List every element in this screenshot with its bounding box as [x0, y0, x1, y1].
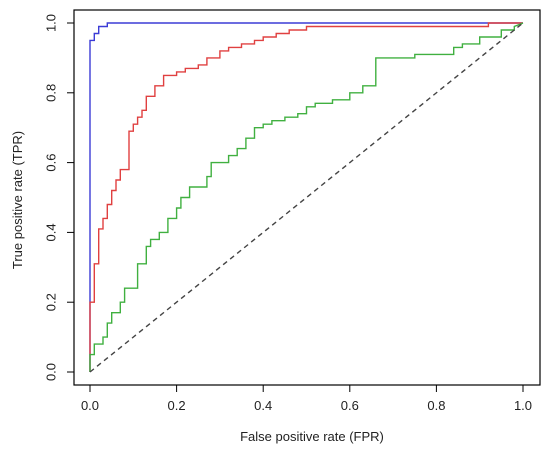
series-line-blue [89, 22, 523, 372]
series-line-red [89, 22, 523, 372]
x-tick-label: 0.0 [81, 398, 99, 413]
plot-frame [73, 9, 541, 386]
x-tick-label: 1.0 [514, 398, 532, 413]
y-tick-label: 1.0 [43, 14, 58, 32]
y-tick-label: 0.8 [43, 84, 58, 102]
y-tick-label: 0.6 [43, 154, 58, 172]
x-tick-label: 0.6 [341, 398, 359, 413]
series-layer [89, 22, 524, 373]
y-tick-label: 0.4 [43, 223, 58, 241]
chance-diagonal-line [89, 22, 524, 373]
y-tick-label: 0.2 [43, 293, 58, 311]
y-axis-label: True positive rate (TPR) [10, 131, 25, 269]
x-tick-label: 0.2 [168, 398, 186, 413]
y-tick-label: 0.0 [43, 363, 58, 381]
x-tick-label: 0.8 [427, 398, 445, 413]
series-line-green [89, 22, 524, 372]
y-axis: 0.0 0.2 0.4 0.6 0.8 1.0 [43, 14, 74, 381]
x-tick-label: 0.4 [254, 398, 272, 413]
x-axis-label: False positive rate (FPR) [240, 429, 384, 444]
x-axis: 0.0 0.2 0.4 0.6 0.8 1.0 [81, 385, 532, 413]
